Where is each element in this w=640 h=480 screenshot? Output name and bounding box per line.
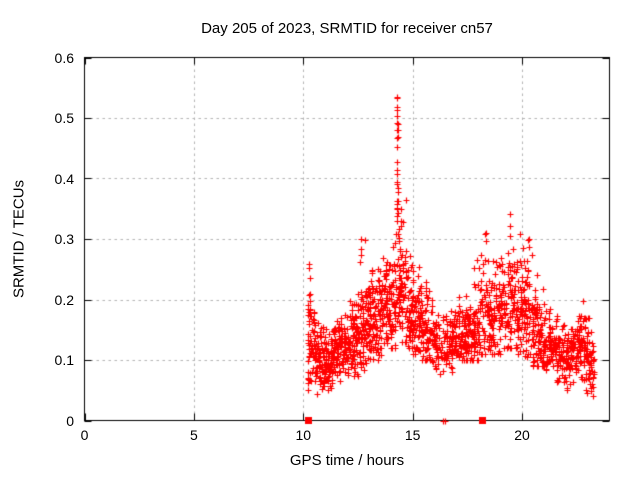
x-axis-label: GPS time / hours	[289, 452, 405, 469]
chart-title: Day 205 of 2023, SRMTID for receiver cn5…	[201, 20, 493, 37]
x-tick-label-10: 10	[295, 427, 312, 443]
x-tick-label-5: 5	[189, 427, 198, 443]
y-tick-label-0: 0	[66, 412, 74, 429]
y-tick-label-0.4: 0.4	[54, 170, 74, 187]
y-tick-label-0.1: 0.1	[54, 352, 74, 368]
y-tick-label-0.5: 0.5	[54, 110, 74, 126]
x-tick-label-0: 0	[80, 427, 89, 443]
y-tick-label-0.3: 0.3	[54, 231, 74, 247]
x-tick-label-15: 15	[404, 427, 421, 443]
y-tick-label-0.2: 0.2	[54, 291, 74, 308]
y-tick-label-0.6: 0.6	[54, 49, 74, 66]
x-tick-label-20: 20	[514, 427, 530, 443]
